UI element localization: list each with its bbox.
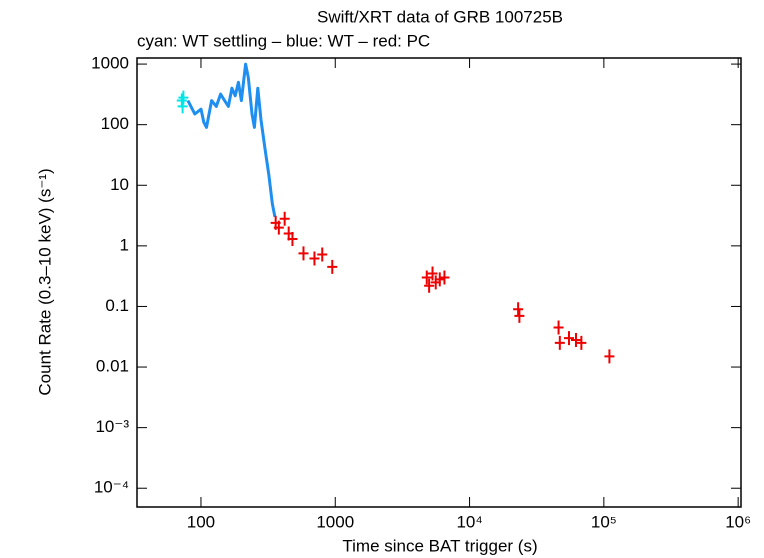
data-point (570, 332, 581, 347)
x-tick-label: 1000 (316, 512, 354, 531)
y-tick-label: 0.01 (96, 357, 129, 376)
data-point (317, 247, 328, 262)
data-point (553, 320, 564, 335)
y-tick-label: 1000 (91, 54, 129, 73)
data-point (424, 278, 435, 293)
x-tick-label: 10⁴ (456, 512, 482, 531)
y-tick-label: 100 (101, 114, 129, 133)
data-point (513, 302, 524, 317)
plot-frame (136, 57, 742, 508)
data-point (434, 272, 445, 287)
chart-subtitle: cyan: WT settling – blue: WT – red: PC (137, 31, 430, 50)
data-point (421, 270, 432, 285)
y-tick-label: 10⁻⁴ (94, 478, 129, 497)
data-point (576, 335, 587, 350)
data-point (298, 246, 309, 261)
y-tick-label: 1 (120, 235, 129, 254)
x-tick-label: 10⁶ (725, 512, 751, 531)
data-point (563, 331, 574, 346)
data-point (439, 270, 450, 285)
data-point (514, 308, 525, 323)
data-point (287, 231, 298, 246)
x-tick-label: 100 (187, 512, 215, 531)
data-point (273, 220, 284, 235)
data-point (604, 349, 615, 364)
data-point (327, 259, 338, 274)
chart-title: Swift/XRT data of GRB 100725B (317, 7, 563, 26)
y-tick-label: 0.1 (105, 296, 129, 315)
data-point (554, 335, 565, 350)
data-point (178, 90, 189, 105)
light-curve-line (186, 62, 277, 218)
x-axis-label: Time since BAT trigger (s) (342, 536, 537, 555)
x-tick-label: 10⁵ (591, 512, 617, 531)
y-tick-label: 10⁻³ (95, 417, 129, 436)
y-axis-label: Count Rate (0.3–10 keV) (s⁻¹) (35, 168, 54, 395)
data-point (309, 251, 320, 266)
y-tick-label: 10 (110, 175, 129, 194)
data-point (279, 211, 290, 226)
data-point (427, 266, 438, 281)
